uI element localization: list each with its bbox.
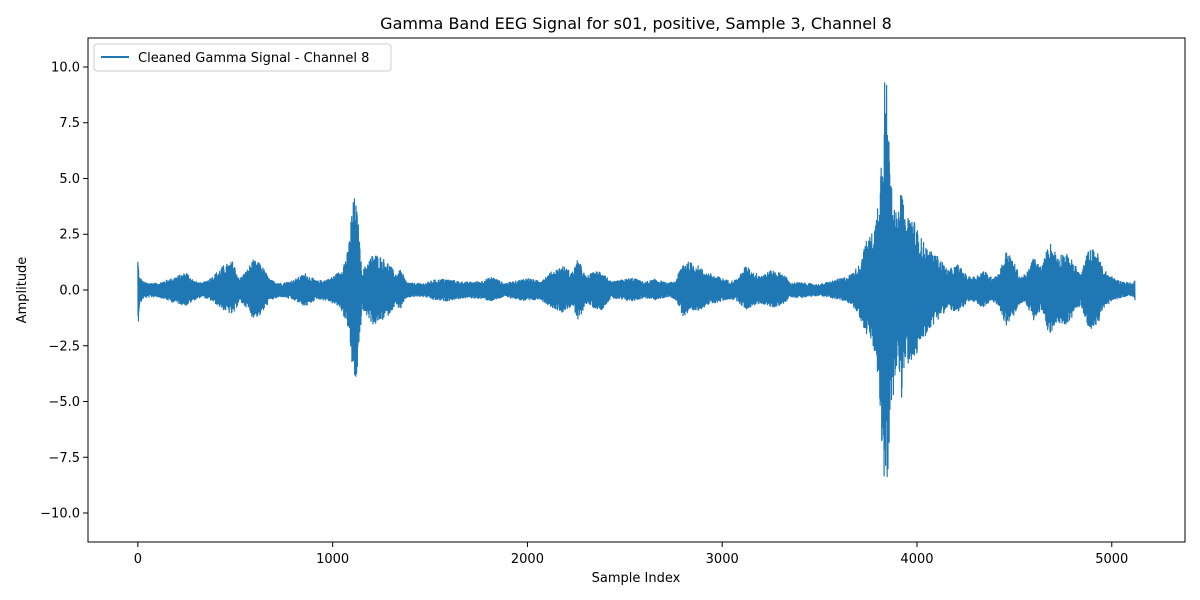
- y-tick-label: −5.0: [48, 395, 80, 410]
- legend-label: Cleaned Gamma Signal - Channel 8: [138, 51, 369, 66]
- signal-series-group: [137, 82, 1136, 478]
- series-line-gamma-signal: [137, 82, 1136, 478]
- y-tick-label: 5.0: [59, 172, 80, 187]
- x-tick-label: 0: [134, 552, 142, 567]
- y-axis-ticks: −10.0 −7.5 −5.0 −2.5 0.0 2.5 5.0 7.5 10.0: [40, 60, 88, 522]
- x-axis-label: Sample Index: [592, 571, 681, 586]
- x-tick-label: 3000: [706, 552, 739, 567]
- legend: Cleaned Gamma Signal - Channel 8: [93, 43, 392, 72]
- y-axis-label: Amplitude: [15, 257, 30, 324]
- x-tick-label: 4000: [900, 552, 933, 567]
- y-tick-label: −10.0: [40, 507, 80, 522]
- chart-title: Gamma Band EEG Signal for s01, positive,…: [380, 14, 892, 33]
- x-axis-ticks: 0 1000 2000 3000 4000 5000: [134, 542, 1128, 567]
- x-tick-label: 5000: [1095, 552, 1128, 567]
- y-tick-label: 0.0: [59, 284, 80, 299]
- y-tick-label: −7.5: [48, 451, 80, 466]
- y-tick-label: −2.5: [48, 339, 80, 354]
- y-tick-label: 10.0: [51, 60, 80, 75]
- x-tick-label: 1000: [316, 552, 349, 567]
- y-tick-label: 7.5: [59, 116, 80, 131]
- y-tick-label: 2.5: [59, 228, 80, 243]
- legend-box: [93, 43, 392, 72]
- x-tick-label: 2000: [511, 552, 544, 567]
